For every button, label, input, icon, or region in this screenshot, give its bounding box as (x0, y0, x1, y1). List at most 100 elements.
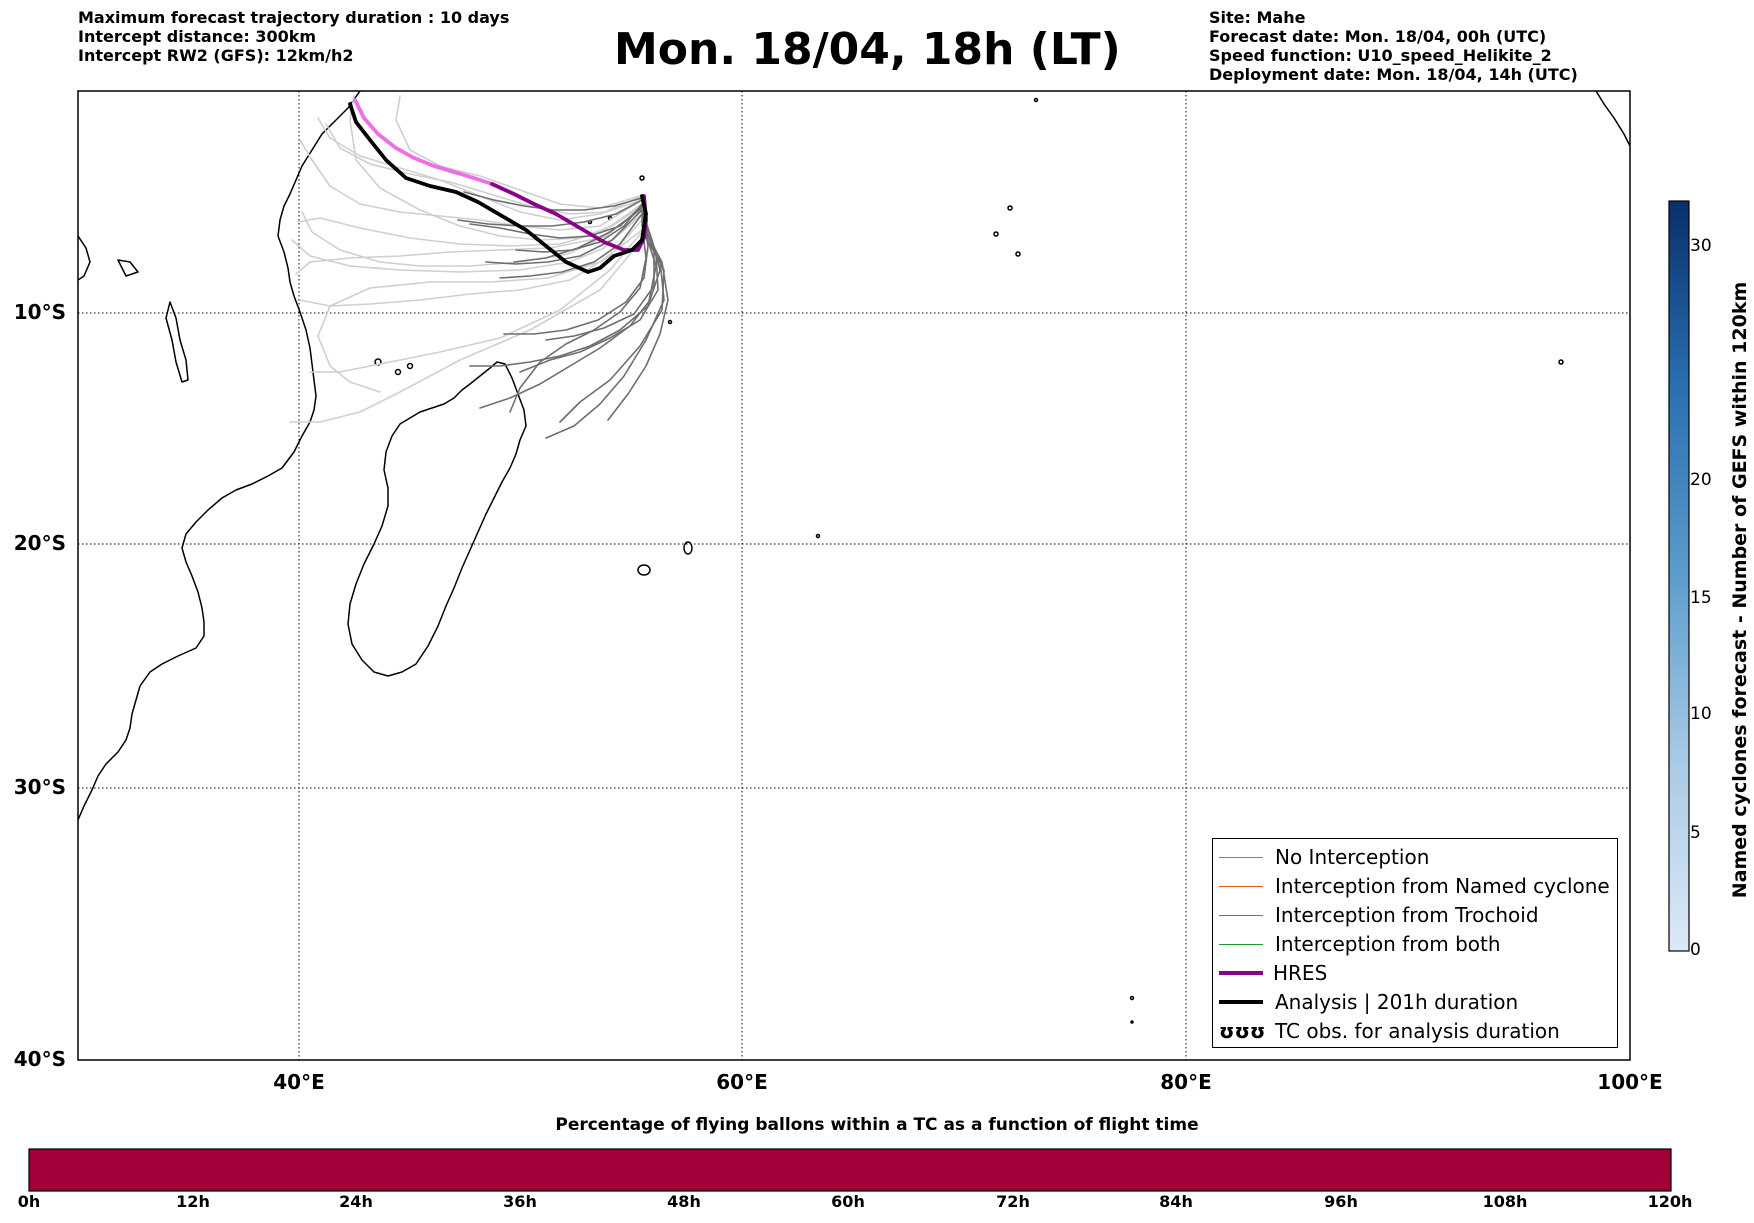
reunion-island (637, 564, 651, 576)
lat-label-40s: 40°S (13, 1047, 66, 1071)
lat-label-20s: 20°S (13, 531, 66, 555)
legend-item-no-interception: No Interception (1213, 843, 1617, 872)
trajectory (607, 225, 669, 421)
legend-label: Interception from both (1275, 932, 1501, 956)
trajectory (309, 231, 643, 373)
colorbar-title: Named cyclones forecast - Number of GEFS… (1729, 281, 1751, 899)
legend-swatch (1219, 857, 1263, 858)
legend-label: Interception from Trochoid (1275, 903, 1539, 927)
speed-function-text: Speed function: U10_speed_Helikite_2 (1209, 46, 1552, 65)
island (1129, 995, 1135, 1001)
analysis-trajectory (348, 102, 648, 274)
top-right-coast (1595, 91, 1630, 147)
trajectory (291, 213, 643, 273)
cyclone-colorbar (1668, 200, 1690, 952)
pb-tick-120h: 120h (1647, 1192, 1693, 1211)
legend-swatch (1219, 1000, 1263, 1004)
zanzibar-island (117, 259, 139, 277)
colorbar-tick-0: 0 (1690, 940, 1701, 960)
trajectory (503, 211, 649, 335)
island (1015, 251, 1021, 257)
lon-label-40e: 40°E (273, 1070, 325, 1094)
lat-label-30s: 30°S (13, 775, 66, 799)
legend-swatch (1219, 944, 1263, 945)
legend-label: Interception from Named cyclone (1275, 874, 1610, 898)
gridlines (78, 91, 1630, 1060)
intercept-distance-text: Intercept distance: 300km (78, 27, 317, 46)
trajectory (463, 191, 643, 211)
pb-tick-72h: 72h (996, 1192, 1030, 1211)
legend-item-trochoid: Interception from Trochoid (1213, 901, 1617, 930)
trajectory (469, 205, 643, 239)
legend-item-both: Interception from both (1213, 930, 1617, 959)
madagascar-coastline (347, 361, 527, 677)
trajectory (325, 123, 643, 215)
pb-tick-0h: 0h (17, 1192, 41, 1211)
trajectory (317, 229, 643, 393)
legend-label: No Interception (1275, 845, 1430, 869)
pb-tick-96h: 96h (1324, 1192, 1358, 1211)
island (815, 533, 821, 539)
legend-item-hres: HRES (1213, 959, 1617, 988)
trajectory (509, 223, 647, 413)
legend-item-analysis: Analysis | 201h duration (1213, 988, 1617, 1017)
ensemble-dark-trajectories (457, 191, 669, 439)
percentage-bar (28, 1148, 1672, 1192)
colorbar-tick-20: 20 (1690, 470, 1712, 490)
comoros-island-3 (406, 362, 414, 370)
legend-item-tc-obs: ʊʊʊ TC obs. for analysis duration (1213, 1017, 1617, 1046)
seychelles-island (639, 175, 645, 181)
colorbar-tick-10: 10 (1690, 704, 1712, 724)
trajectory (299, 219, 643, 307)
trajectory (299, 139, 643, 231)
trajectory (457, 199, 643, 227)
legend-item-named-cyclone: Interception from Named cyclone (1213, 872, 1617, 901)
island (1007, 205, 1013, 211)
legend-swatch (1219, 971, 1263, 975)
lon-label-100e: 100°E (1597, 1070, 1663, 1094)
trajectory (545, 217, 655, 341)
seychelles-island (667, 319, 673, 325)
pb-tick-108h: 108h (1482, 1192, 1528, 1211)
hres-trajectory-early (353, 98, 494, 186)
trajectory (519, 215, 659, 373)
pb-tick-12h: 12h (176, 1192, 210, 1211)
pb-tick-84h: 84h (1159, 1192, 1193, 1211)
tc-obs-symbol-icon: ʊʊʊ (1219, 1019, 1266, 1043)
colorbar-tick-30: 30 (1690, 236, 1712, 256)
legend-label: TC obs. for analysis duration (1275, 1019, 1560, 1043)
site-text: Site: Mahe (1209, 8, 1306, 27)
lake-malawi (165, 301, 189, 383)
colorbar-tick-5: 5 (1690, 823, 1701, 843)
mauritius-island (683, 541, 693, 555)
header-left: Maximum forecast trajectory duration : 1… (78, 8, 509, 65)
legend-label: Analysis | 201h duration (1275, 990, 1519, 1014)
legend: No Interception Interception from Named … (1212, 838, 1618, 1048)
trajectory (317, 117, 643, 221)
lon-label-80e: 80°E (1160, 1070, 1212, 1094)
lon-label-60e: 60°E (716, 1070, 768, 1094)
comoros-island-2 (394, 368, 402, 376)
header-right: Site: Mahe Forecast date: Mon. 18/04, 00… (1209, 8, 1578, 84)
deployment-date-text: Deployment date: Mon. 18/04, 14h (UTC) (1209, 65, 1578, 84)
legend-swatch (1219, 915, 1263, 916)
island (1033, 97, 1039, 103)
lat-label-10s: 10°S (13, 300, 66, 324)
pb-tick-48h: 48h (667, 1192, 701, 1211)
africa-coastline (78, 91, 361, 821)
intercept-rw2-text: Intercept RW2 (GFS): 12km/h2 (78, 46, 354, 65)
pb-tick-36h: 36h (503, 1192, 537, 1211)
max-duration-text: Maximum forecast trajectory duration : 1… (78, 8, 510, 27)
legend-label: HRES (1273, 961, 1328, 985)
colorbar-tick-15: 15 (1690, 588, 1712, 608)
trajectory (295, 209, 643, 275)
trajectory (395, 95, 641, 209)
island (993, 231, 999, 237)
trajectory (289, 239, 643, 423)
legend-swatch (1219, 886, 1263, 887)
trajectory (545, 219, 665, 439)
africa-horn-coastline (78, 235, 91, 281)
island (1130, 1020, 1134, 1024)
island (1558, 359, 1564, 365)
trajectory (515, 203, 643, 253)
